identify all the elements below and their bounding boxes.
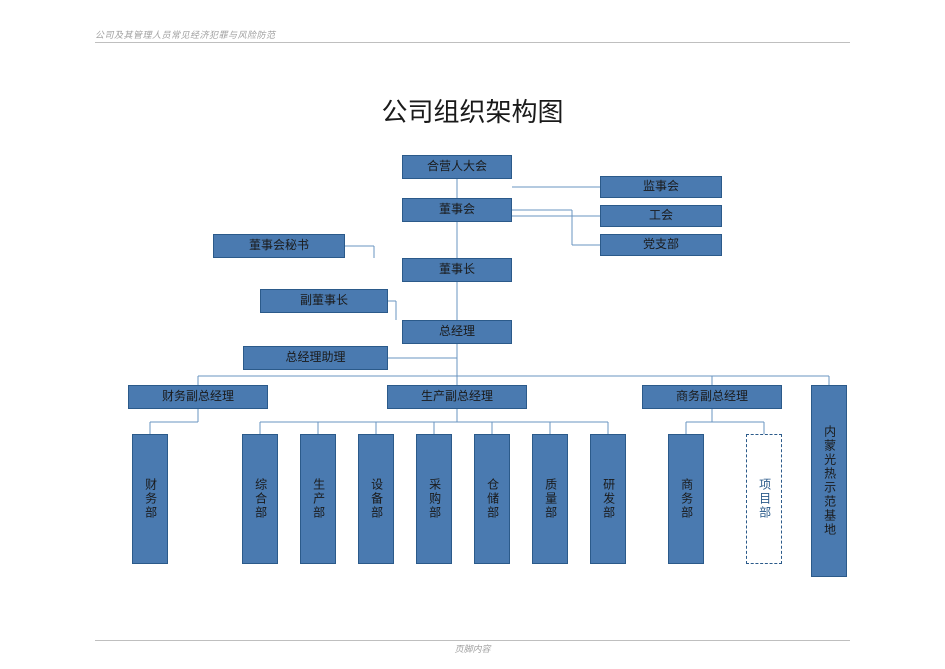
org-node-d_proj: 项目部 xyxy=(746,434,782,564)
org-node-label: 综合部 xyxy=(253,478,266,520)
org-node-label: 项目部 xyxy=(757,478,770,520)
org-node-n_prod_dgm: 生产副总经理 xyxy=(387,385,527,409)
org-node-d_comp: 综合部 xyxy=(242,434,278,564)
org-node-label: 设备部 xyxy=(369,478,382,520)
org-node-label: 商务副总经理 xyxy=(676,390,748,403)
page-header-rule xyxy=(95,42,850,43)
org-node-label: 生产副总经理 xyxy=(421,390,493,403)
org-node-n_supv: 监事会 xyxy=(600,176,722,198)
org-node-n_biz_dgm: 商务副总经理 xyxy=(642,385,782,409)
org-node-d_fin: 财务部 xyxy=(132,434,168,564)
org-node-label: 总经理助理 xyxy=(285,351,345,364)
org-node-label: 质量部 xyxy=(543,478,556,520)
org-node-label: 董事会 xyxy=(439,203,475,216)
org-node-label: 工会 xyxy=(649,209,673,222)
org-node-n_gmasst: 总经理助理 xyxy=(243,346,388,370)
page-header: 公司及其管理人员常见经济犯罪与风险防范 xyxy=(95,28,276,41)
org-node-d_prod: 生产部 xyxy=(300,434,336,564)
org-node-label: 研发部 xyxy=(601,478,614,520)
org-node-d_store: 仓储部 xyxy=(474,434,510,564)
chart-title: 公司组织架构图 xyxy=(0,92,945,129)
org-node-n_bsec: 董事会秘书 xyxy=(213,234,345,258)
org-node-n_chair: 董事长 xyxy=(402,258,512,282)
page-footer: 页脚内容 xyxy=(0,642,945,655)
org-node-n_union: 工会 xyxy=(600,205,722,227)
org-node-d_purch: 采购部 xyxy=(416,434,452,564)
org-node-label: 财务部 xyxy=(143,478,156,520)
org-node-label: 董事长 xyxy=(439,263,475,276)
org-node-d_biz: 商务部 xyxy=(668,434,704,564)
org-node-n_fin_dgm: 财务副总经理 xyxy=(128,385,268,409)
org-node-n_gm: 总经理 xyxy=(402,320,512,344)
org-node-label: 内蒙光热示范基地 xyxy=(822,425,835,537)
org-node-label: 仓储部 xyxy=(485,478,498,520)
org-node-d_qc: 质量部 xyxy=(532,434,568,564)
org-node-label: 财务副总经理 xyxy=(162,390,234,403)
org-node-n_party: 党支部 xyxy=(600,234,722,256)
org-node-label: 商务部 xyxy=(679,478,692,520)
org-node-n_board: 董事会 xyxy=(402,198,512,222)
org-node-d_demo: 内蒙光热示范基地 xyxy=(811,385,847,577)
page-footer-rule xyxy=(95,640,850,641)
org-node-d_equip: 设备部 xyxy=(358,434,394,564)
org-node-label: 董事会秘书 xyxy=(249,239,309,252)
org-node-label: 合营人大会 xyxy=(427,160,487,173)
org-node-label: 副董事长 xyxy=(300,294,348,307)
org-node-n_vchair: 副董事长 xyxy=(260,289,388,313)
org-node-label: 生产部 xyxy=(311,478,324,520)
org-node-label: 采购部 xyxy=(427,478,440,520)
org-node-label: 监事会 xyxy=(643,180,679,193)
org-node-label: 总经理 xyxy=(439,325,475,338)
org-node-label: 党支部 xyxy=(643,238,679,251)
org-node-n_jv: 合营人大会 xyxy=(402,155,512,179)
org-node-d_rd: 研发部 xyxy=(590,434,626,564)
